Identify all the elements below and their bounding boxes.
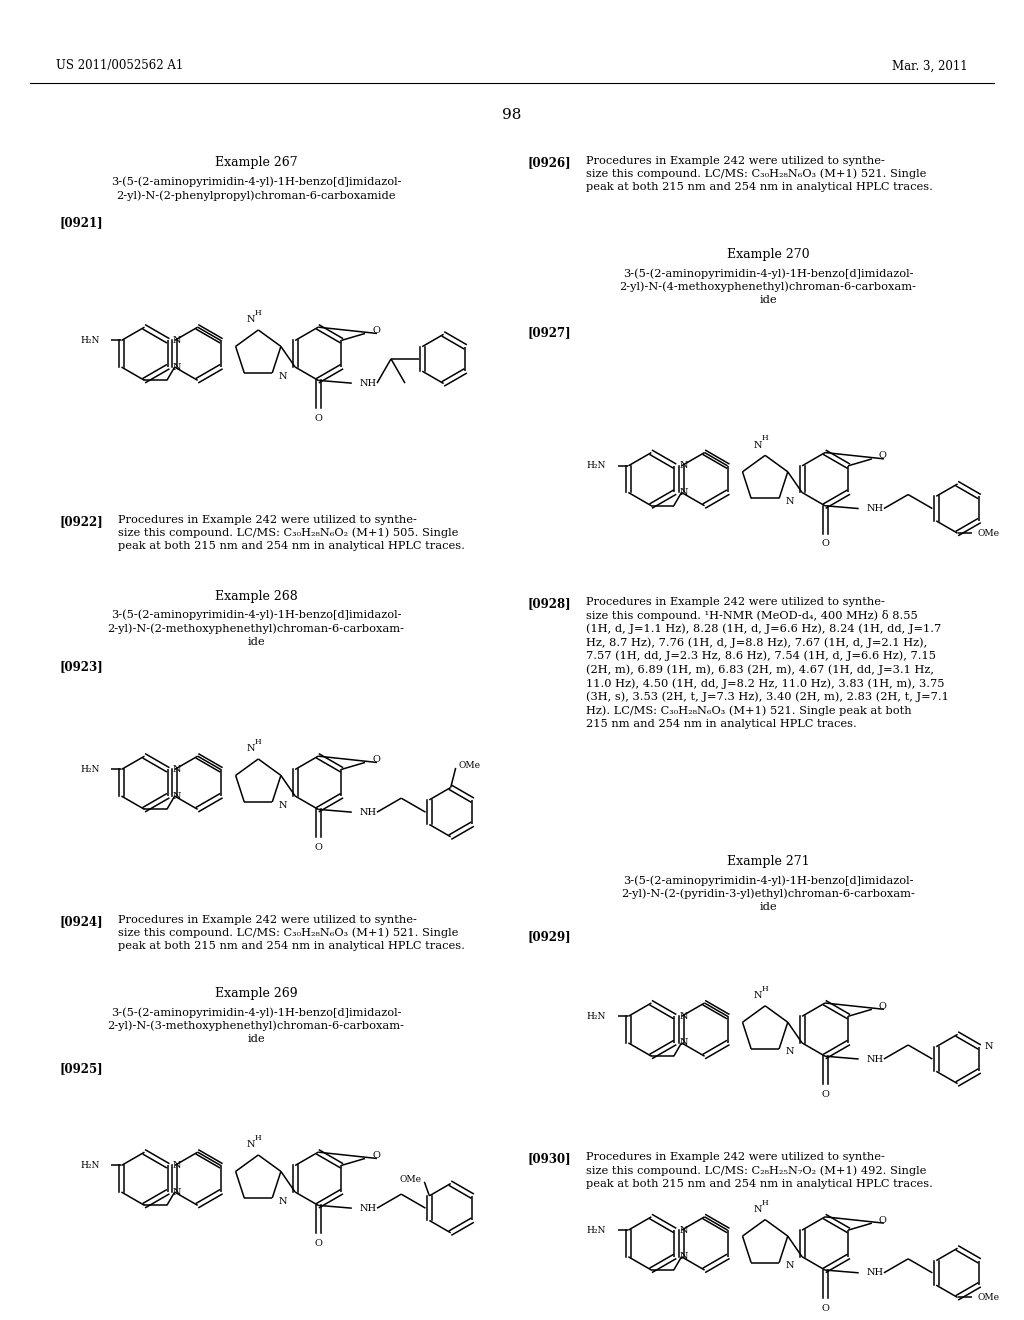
Text: N: N — [172, 363, 181, 371]
Text: NH: NH — [359, 1204, 377, 1213]
Text: N: N — [172, 337, 181, 345]
Text: H: H — [762, 1199, 768, 1206]
Text: N: N — [679, 1012, 688, 1020]
Text: [0923]: [0923] — [59, 660, 103, 673]
Text: H: H — [255, 1134, 261, 1142]
Text: N: N — [785, 496, 794, 506]
Text: N: N — [679, 462, 688, 470]
Text: H₂N: H₂N — [587, 462, 606, 470]
Text: N: N — [754, 991, 762, 1001]
Text: N: N — [785, 1261, 794, 1270]
Text: N: N — [679, 1253, 688, 1261]
Text: [0926]: [0926] — [527, 156, 571, 169]
Text: [0927]: [0927] — [527, 326, 571, 339]
Text: H₂N: H₂N — [587, 1226, 606, 1234]
Text: O: O — [314, 414, 323, 422]
Text: N: N — [172, 792, 181, 800]
Text: OMe: OMe — [459, 760, 480, 770]
Text: O: O — [821, 540, 829, 548]
Text: NH: NH — [866, 1055, 884, 1064]
Text: OMe: OMe — [399, 1175, 421, 1184]
Text: O: O — [314, 1239, 323, 1247]
Text: 3-(5-(2-aminopyrimidin-4-yl)-1H-benzo[d]imidazol-
2-yl)-N-(2-phenylpropyl)chroma: 3-(5-(2-aminopyrimidin-4-yl)-1H-benzo[d]… — [111, 177, 401, 201]
Text: [0921]: [0921] — [59, 216, 103, 230]
Text: H₂N: H₂N — [587, 1012, 606, 1020]
Text: 3-(5-(2-aminopyrimidin-4-yl)-1H-benzo[d]imidazol-
2-yl)-N-(2-methoxyphenethyl)ch: 3-(5-(2-aminopyrimidin-4-yl)-1H-benzo[d]… — [108, 610, 404, 647]
Text: 3-(5-(2-aminopyrimidin-4-yl)-1H-benzo[d]imidazol-
2-yl)-N-(3-methoxyphenethyl)ch: 3-(5-(2-aminopyrimidin-4-yl)-1H-benzo[d]… — [108, 1007, 404, 1044]
Text: Procedures in Example 242 were utilized to synthe-
size this compound. LC/MS: C₃: Procedures in Example 242 were utilized … — [118, 515, 465, 552]
Text: Example 267: Example 267 — [215, 156, 297, 169]
Text: Mar. 3, 2011: Mar. 3, 2011 — [892, 59, 968, 73]
Text: N: N — [985, 1043, 993, 1051]
Text: O: O — [879, 1002, 887, 1011]
Text: 3-(5-(2-aminopyrimidin-4-yl)-1H-benzo[d]imidazol-
2-yl)-N-(4-methoxyphenethyl)ch: 3-(5-(2-aminopyrimidin-4-yl)-1H-benzo[d]… — [620, 268, 916, 305]
Text: N: N — [279, 371, 287, 380]
Text: H: H — [255, 738, 261, 746]
Text: Procedures in Example 242 were utilized to synthe-
size this compound. LC/MS: C₂: Procedures in Example 242 were utilized … — [586, 1152, 933, 1189]
Text: US 2011/0052562 A1: US 2011/0052562 A1 — [56, 59, 183, 73]
Text: OMe: OMe — [978, 529, 1000, 537]
Text: N: N — [679, 1039, 688, 1047]
Text: NH: NH — [359, 808, 377, 817]
Text: Procedures in Example 242 were utilized to synthe-
size this compound. LC/MS: C₃: Procedures in Example 242 were utilized … — [118, 915, 465, 952]
Text: O: O — [372, 1151, 380, 1160]
Text: [0922]: [0922] — [59, 515, 103, 528]
Text: Procedures in Example 242 were utilized to synthe-
size this compound. LC/MS: C₃: Procedures in Example 242 were utilized … — [586, 156, 933, 193]
Text: [0928]: [0928] — [527, 597, 571, 610]
Text: O: O — [879, 451, 887, 461]
Text: O: O — [372, 326, 380, 335]
Text: N: N — [754, 441, 762, 450]
Text: N: N — [247, 1140, 255, 1150]
Text: N: N — [679, 1226, 688, 1234]
Text: O: O — [821, 1090, 829, 1098]
Text: N: N — [785, 1047, 794, 1056]
Text: OMe: OMe — [978, 1294, 1000, 1302]
Text: N: N — [172, 1162, 181, 1170]
Text: N: N — [172, 766, 181, 774]
Text: N: N — [279, 800, 287, 809]
Text: NH: NH — [359, 379, 377, 388]
Text: Procedures in Example 242 were utilized to synthe-
size this compound. ¹H-NMR (M: Procedures in Example 242 were utilized … — [586, 597, 948, 729]
Text: H: H — [255, 309, 261, 317]
Text: H: H — [762, 434, 768, 442]
Text: [0930]: [0930] — [527, 1152, 571, 1166]
Text: O: O — [314, 843, 323, 851]
Text: N: N — [754, 1205, 762, 1214]
Text: Example 271: Example 271 — [727, 855, 809, 869]
Text: H₂N: H₂N — [80, 766, 99, 774]
Text: H₂N: H₂N — [80, 1162, 99, 1170]
Text: O: O — [372, 755, 380, 764]
Text: Example 270: Example 270 — [727, 248, 809, 261]
Text: [0924]: [0924] — [59, 915, 103, 928]
Text: N: N — [247, 315, 255, 325]
Text: O: O — [879, 1216, 887, 1225]
Text: [0925]: [0925] — [59, 1063, 103, 1076]
Text: N: N — [247, 744, 255, 754]
Text: 3-(5-(2-aminopyrimidin-4-yl)-1H-benzo[d]imidazol-
2-yl)-N-(2-(pyridin-3-yl)ethyl: 3-(5-(2-aminopyrimidin-4-yl)-1H-benzo[d]… — [622, 875, 914, 912]
Text: N: N — [172, 1188, 181, 1196]
Text: H: H — [762, 985, 768, 993]
Text: N: N — [279, 1196, 287, 1205]
Text: 98: 98 — [503, 108, 521, 123]
Text: H₂N: H₂N — [80, 337, 99, 345]
Text: N: N — [679, 488, 688, 496]
Text: NH: NH — [866, 1269, 884, 1278]
Text: NH: NH — [866, 504, 884, 513]
Text: O: O — [821, 1304, 829, 1312]
Text: Example 268: Example 268 — [215, 590, 297, 603]
Text: Example 269: Example 269 — [215, 987, 297, 1001]
Text: [0929]: [0929] — [527, 931, 571, 944]
